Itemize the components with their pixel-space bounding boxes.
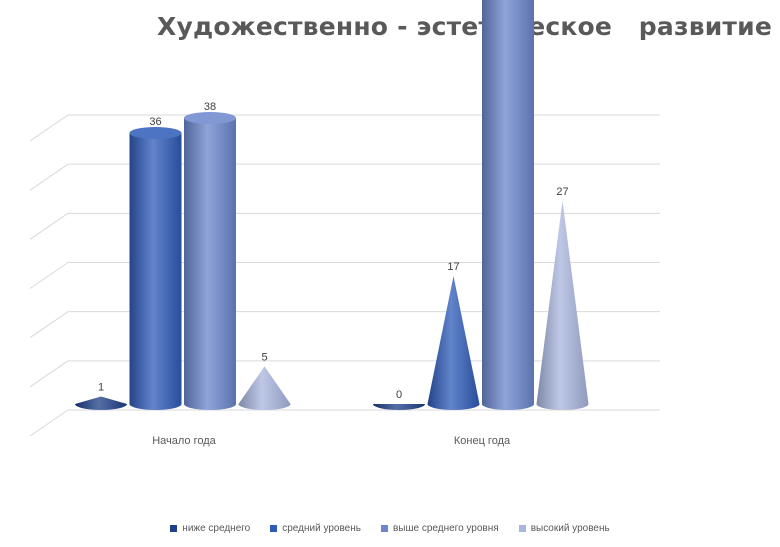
data-label: 17 (447, 261, 459, 273)
legend-swatch (170, 525, 178, 532)
bar-выше среднего уровня-Начало года (184, 118, 236, 410)
legend-swatch (270, 525, 278, 532)
bar-ниже среднего-Конец года (373, 404, 425, 410)
gridline-depth (29, 409, 69, 437)
data-label: 36 (149, 116, 161, 128)
category-label: Конец года (454, 435, 511, 447)
data-label: 38 (204, 101, 216, 113)
legend-label: средний уровень (282, 523, 361, 534)
bar-высокий уровень-Начало года (238, 366, 291, 410)
legend-item: средний уровень (270, 523, 361, 534)
bar-средний уровень-Конец года (427, 276, 480, 410)
gridline-depth (29, 311, 69, 339)
bar-средний уровень-Начало года (129, 133, 182, 411)
gridline-depth (29, 360, 69, 388)
legend: ниже среднего средний уровень выше среднег… (0, 523, 780, 534)
bar-top-Начало года (129, 127, 182, 140)
bar-выше среднего уровня-Конец года (482, 0, 534, 410)
data-label: 0 (396, 389, 402, 401)
bar-top-Начало года (184, 112, 236, 124)
bar-высокий уровень-Конец года (536, 200, 589, 410)
category-labels: Начало года Конец года (152, 435, 511, 447)
gridline-depth (29, 212, 69, 240)
data-labels: 1363850175627 (98, 101, 569, 401)
legend-item: выше среднего уровня (380, 523, 499, 534)
data-label: 5 (261, 351, 267, 363)
data-label: 27 (556, 186, 568, 198)
gridline-depth (29, 163, 69, 191)
bars (75, 0, 589, 411)
legend-item: ниже среднего (170, 523, 250, 534)
legend-swatch (380, 525, 388, 532)
gridline-depth (29, 262, 69, 289)
bar-ниже среднего-Начало года (75, 396, 127, 410)
category-label: Начало года (152, 435, 216, 447)
legend-label: выше среднего уровня (392, 523, 499, 534)
gridline-depth (29, 114, 69, 142)
data-label: 1 (98, 381, 104, 393)
legend-label: высокий уровень (530, 523, 610, 534)
legend-label: ниже среднего (182, 523, 251, 534)
legend-item: высокий уровень (518, 523, 610, 534)
legend-swatch (518, 525, 526, 532)
